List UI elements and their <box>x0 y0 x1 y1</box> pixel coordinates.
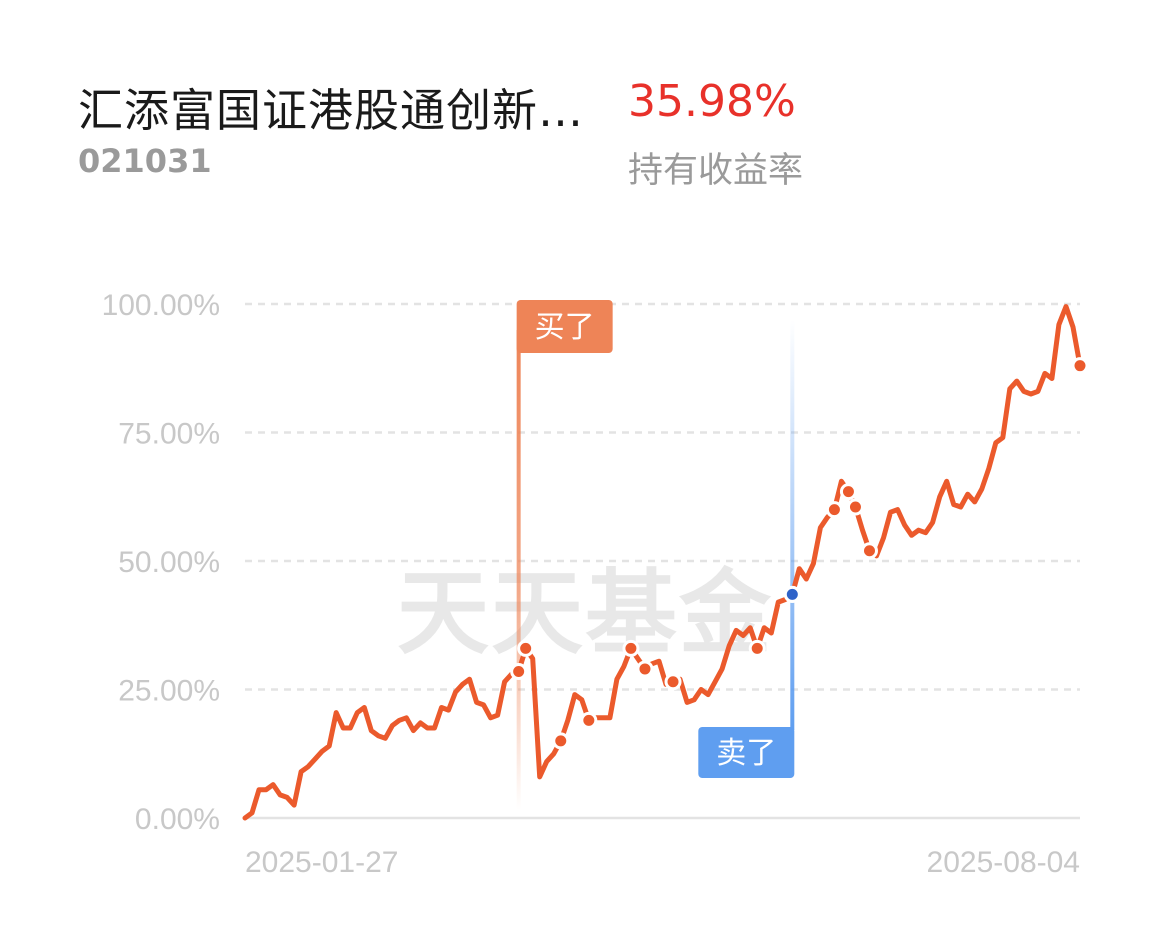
watermark-logo: 天天基金 <box>397 559 773 667</box>
y-tick-label: 100.00% <box>102 289 220 322</box>
fund-code: 021031 <box>78 142 212 180</box>
buy-marker-label: 买了 <box>535 310 595 345</box>
series-point <box>860 542 878 560</box>
series-point <box>636 660 654 678</box>
series-point <box>748 639 766 657</box>
x-tick-label: 2025-08-04 <box>927 846 1080 879</box>
x-tick-label: 2025-01-27 <box>245 846 398 879</box>
series-point <box>517 639 535 657</box>
series-line <box>242 304 1083 821</box>
series-point <box>839 483 857 501</box>
buy-marker-badge <box>516 300 613 353</box>
buy-marker-line <box>516 330 521 810</box>
series-point <box>664 673 682 691</box>
series-point <box>1071 357 1089 375</box>
fund-name: 汇添富国证港股通创新… <box>78 84 585 137</box>
holding-return-value: 35.98% <box>628 76 796 127</box>
y-tick-label: 0.00% <box>135 803 220 836</box>
y-tick-label: 50.00% <box>118 546 220 579</box>
y-tick-label: 25.00% <box>118 675 220 708</box>
series-point <box>825 501 843 519</box>
series-point <box>622 639 640 657</box>
series-point <box>552 732 570 750</box>
sell-marker-label: 卖了 <box>716 736 776 771</box>
y-tick-label: 75.00% <box>118 418 220 451</box>
sell-point <box>783 585 801 603</box>
series-point <box>846 498 864 516</box>
holding-return-label: 持有收益率 <box>628 151 804 191</box>
series-point <box>580 711 598 729</box>
series-point <box>510 663 528 681</box>
sell-marker-line <box>790 320 795 730</box>
sell-marker-badge <box>698 727 795 778</box>
